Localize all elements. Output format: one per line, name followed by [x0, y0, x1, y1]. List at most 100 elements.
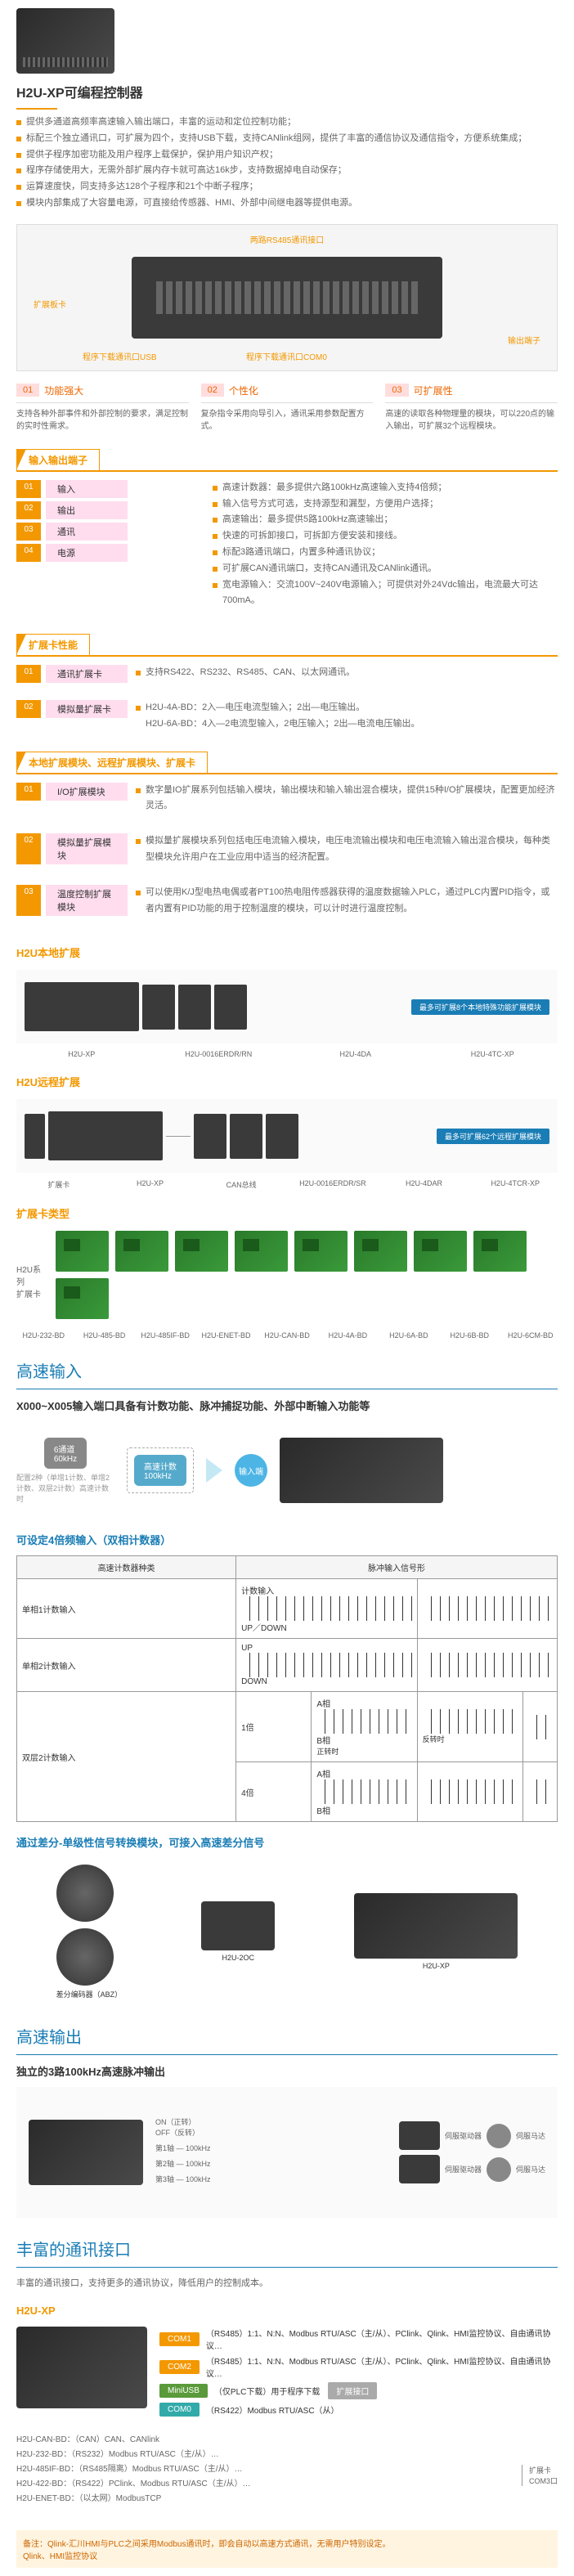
card-label: H2U-232-BD	[16, 1331, 70, 1340]
hs-flow-diagram: 6通道 60kHz 配置2种（单增1计数、单增2计数、双层2计数）高速计数时 高…	[16, 1421, 558, 1519]
ext-desc: 数字量IO扩展系列包括输入模块，输出模块和输入输出混合模块，提供15种I/O扩展…	[136, 783, 558, 815]
io-desc: 高速输出：最多提供5路100kHz高速输出；	[213, 512, 558, 528]
mod-label: H2U-XP	[16, 1050, 147, 1058]
ext-desc: 模拟量扩展模块系列包括电压电流输入模块，电压电流输出模块和电压电流输入输出混合模…	[136, 833, 558, 866]
bullet-item: 提供多通道高频率高速输入输出端口，丰富的运动和定位控制功能；	[16, 114, 558, 131]
card-grid	[56, 1231, 558, 1319]
bullet-item: 模块内部集成了大容量电源，可直接给传感器、HMI、外部中间继电器等提供电源。	[16, 195, 558, 212]
output-diagram: ON（正转） OFF（反转） 第1轴 — 100kHz 第2轴 — 100kHz…	[16, 2087, 558, 2218]
io-desc: 输入信号方式可选，支持源型和漏型，方便用户选择；	[213, 496, 558, 513]
td: 单相2计数输入	[17, 1639, 236, 1692]
ext-label: 温度控制扩展模块	[46, 885, 128, 916]
io-desc: 宽电源输入：交流100V~240V电源输入；可提供对外24Vdc输出，电流最大可…	[213, 577, 558, 610]
ext-badge: 扩展接口	[328, 2382, 377, 2399]
tree-item: H2U-232-BD：（RS232）Modbus RTU/ASC（主/从）…	[16, 2447, 513, 2459]
flow-box: 6通道 60kHz	[44, 1438, 87, 1469]
mod-label: H2U-XP	[108, 1179, 193, 1190]
product-image	[16, 8, 114, 74]
feat-name: 个性化	[229, 384, 258, 397]
ext-num: 03	[16, 885, 41, 916]
feat-desc: 高速的读取各种物理量的模块，可以220点的输入输出，可扩展32个远程模块。	[385, 402, 558, 433]
comm-text: （RS485）1:1、N:N、Modbus RTU/ASC（主/从）、PClin…	[206, 2354, 558, 2379]
bullet-item: 标配三个独立通讯口，可扩展为四个，支持USB下载，支持CANlink组网，提供了…	[16, 131, 558, 147]
section-tab: 扩展卡性能	[16, 634, 90, 655]
bullet-item: 提供子程序加密功能及用户程序上载保护，保护用户知识产权；	[16, 147, 558, 164]
local-ext-diagram: 最多可扩展8个本地特殊功能扩展模块	[16, 970, 558, 1043]
rot: 正转时	[316, 1746, 411, 1757]
td: 双层2计数输入	[17, 1692, 236, 1822]
mod-label: H2U-4TCR-XP	[473, 1179, 558, 1190]
ext-label: I/O扩展模块	[46, 783, 128, 801]
tree-item: H2U-422-BD：（RS422）PClink、Modbus RTU/ASC（…	[16, 2476, 513, 2488]
td-label: UP／DOWN	[241, 1624, 287, 1633]
io-num: 01	[16, 480, 41, 498]
plc-icon	[16, 2327, 147, 2408]
sub-section: H2U远程扩展	[16, 1076, 80, 1088]
io-label: 输入	[46, 480, 128, 498]
mod-label: H2U-4DA	[290, 1050, 421, 1058]
io-desc: 快速的可拆卸接口，可拆卸方便安装和接线。	[213, 528, 558, 545]
feat-num: 02	[201, 384, 224, 397]
comm-desc: 丰富的通讯接口，支持更多的通讯协议，降低用户的控制成本。	[16, 2276, 558, 2289]
product-title: H2U-XP可编程控制器	[16, 82, 558, 101]
mod-label: H2U-0016ERDR/SR	[290, 1179, 375, 1190]
freq: 100kHz	[186, 2175, 211, 2183]
feat-desc: 支持各种外部事件和外部控制的要求，满足控制的实时性需求。	[16, 402, 189, 433]
feature-columns: 01功能强大 支持各种外部事件和外部控制的要求，满足控制的实时性需求。 02个性…	[16, 384, 558, 433]
feat-num: 03	[385, 384, 408, 397]
plc-diagram: 两路RS485通讯接口 扩展板卡 程序下载通讯口USB 程序下载通讯口COM0 …	[16, 224, 558, 371]
arrow-icon	[206, 1458, 222, 1483]
card-label: H2U-485IF-BD	[138, 1331, 192, 1340]
mod-label: H2U-0016ERDR/RN	[154, 1050, 285, 1058]
hs-subtitle: X000~X005输入端口具备有计数功能、脉冲捕捉功能、外部中断输入功能等	[16, 1398, 558, 1413]
comm-device: H2U-XP	[16, 2304, 56, 2317]
motor-label: 伺服马达	[516, 2164, 545, 2174]
card-label: H2U-CAN-BD	[260, 1331, 314, 1340]
blue-divider	[16, 2267, 558, 2268]
comm-badge: COM0	[159, 2403, 200, 2417]
divider	[16, 108, 57, 110]
io-num: 02	[16, 501, 41, 519]
section-tab: 输入输出端子	[16, 449, 100, 470]
card-label: H2U-485-BD	[77, 1331, 131, 1340]
annot-top: 两路RS485通讯接口	[250, 233, 325, 245]
remote-ext-diagram: 最多可扩展62个远程扩展模块	[16, 1099, 558, 1173]
tree-item: H2U-ENET-BD：（以太网）ModbusTCP	[16, 2491, 513, 2503]
ext-desc: 支持RS422、RS232、RS485、CAN、以太网通讯。	[136, 665, 558, 681]
sub-section: H2U本地扩展	[16, 947, 80, 959]
blue-section-header: 丰富的通讯接口	[16, 2237, 558, 2260]
feat-num: 01	[16, 384, 39, 397]
flow-circle: 输入端	[235, 1454, 267, 1487]
io-num: 04	[16, 544, 41, 562]
ext-num: 01	[16, 665, 41, 683]
comm-badge: COM2	[159, 2360, 200, 2374]
io-desc: 标配3路通讯端口，内置多种通讯协议；	[213, 545, 558, 561]
card-label: H2U-ENET-BD	[199, 1331, 253, 1340]
ph: A相	[316, 1700, 330, 1709]
td-label: 计数输入	[241, 1587, 274, 1596]
flow-sub: 配置2种（单增1计数、单增2计数、双层2计数）高速计数时	[16, 1472, 114, 1504]
blue-section-header: 高速输入	[16, 1358, 558, 1382]
annot-bl: 程序下载通讯口USB	[83, 350, 157, 362]
td-label: DOWN	[241, 1677, 267, 1686]
annot-right: 输出端子	[508, 334, 540, 346]
mod-label: CAN总线	[199, 1179, 284, 1190]
comm-text: （RS422）Modbus RTU/ASC（从）	[206, 2403, 339, 2416]
mod-label: 扩展卡	[16, 1179, 101, 1190]
section-line	[16, 470, 558, 472]
feat-name: 可扩展性	[414, 384, 453, 397]
quad-title: 可设定4倍频输入（双相计数器）	[16, 1532, 558, 1547]
section-line	[16, 773, 558, 774]
io-label: 输出	[46, 501, 128, 519]
td: 1倍	[236, 1692, 312, 1762]
bullet-item: 程序存储使用大，无需外部扩展内存卡就可高达16k步，支持数据掉电自动保存；	[16, 163, 558, 179]
ext-label: 模拟量扩展卡	[46, 700, 128, 718]
ext-tag: 最多可扩展8个本地特殊功能扩展模块	[411, 999, 549, 1015]
mod-label: H2U-4TC-XP	[428, 1050, 558, 1058]
card-label: H2U-6CM-BD	[504, 1331, 558, 1340]
tree-side: 扩展卡 COM3口	[522, 2465, 558, 2486]
card-label: H2U-6A-BD	[382, 1331, 436, 1340]
ext-desc: H2U-4A-BD：2入—电压电流型输入；2出—电压输出。 H2U-6A-BD：…	[136, 700, 558, 733]
freq: 100kHz	[186, 2160, 211, 2168]
ph: B相	[316, 1807, 330, 1816]
